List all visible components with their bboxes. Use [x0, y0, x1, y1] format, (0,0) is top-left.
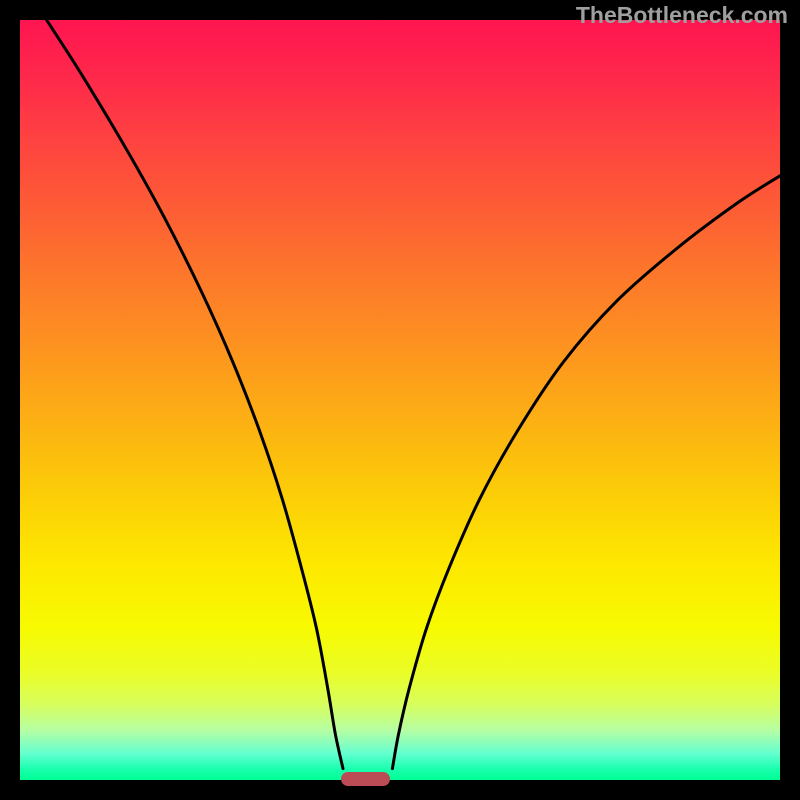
- bottleneck-marker: [341, 772, 390, 786]
- gradient-background: [20, 20, 780, 780]
- chart-stage: TheBottleneck.com: [0, 0, 800, 800]
- watermark-text: TheBottleneck.com: [576, 2, 788, 29]
- bottleneck-chart: [20, 20, 780, 780]
